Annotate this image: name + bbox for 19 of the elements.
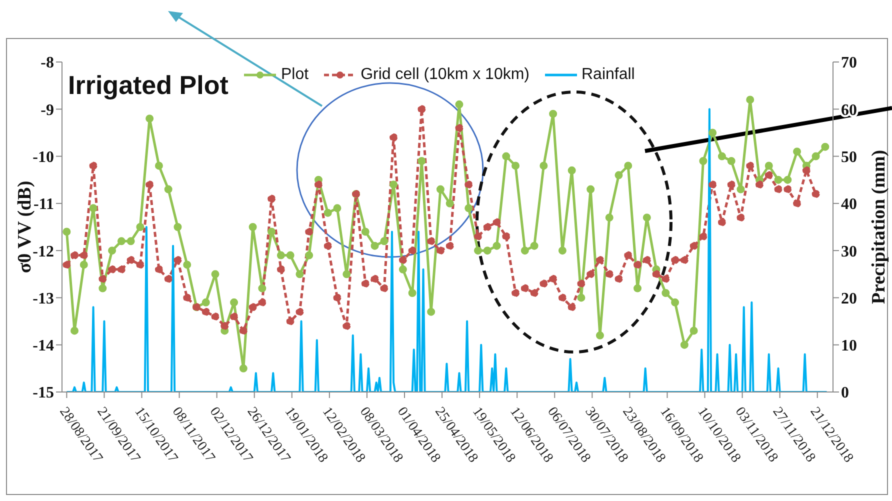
y2-tick-label: 70: [841, 54, 857, 72]
y2-tick-label: 10: [841, 338, 857, 355]
y-tick-label: -10: [32, 148, 54, 166]
y-tick-label: -11: [34, 196, 54, 214]
y-tick-label: -8: [40, 54, 54, 72]
legend-label: Plot: [281, 66, 309, 84]
chart-title: Irrigated Plot: [68, 70, 228, 101]
y-tick-label: -13: [32, 290, 54, 308]
y2-tick-label: 50: [841, 148, 857, 166]
y2-tick-label: 40: [841, 196, 857, 214]
y-tick-label: -14: [32, 338, 54, 355]
y2-tick-label: 0: [841, 384, 849, 402]
y2-axis-title: Precipitation (mm): [868, 150, 890, 304]
y2-tick-label: 30: [841, 243, 857, 260]
legend-label: Rainfall: [582, 66, 635, 84]
y-tick-label: -15: [32, 384, 54, 402]
y2-tick-label: 20: [841, 290, 857, 308]
y-tick-label: -9: [40, 102, 54, 119]
legend-label: Grid cell (10km x 10km): [360, 66, 530, 84]
